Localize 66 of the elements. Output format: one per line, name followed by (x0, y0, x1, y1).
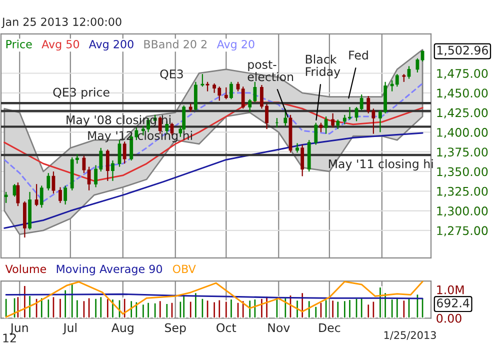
text: 12 (3, 334, 16, 342)
candlestick (200, 73, 204, 88)
y-tick-label: 1,425.00 (437, 108, 488, 118)
series-label: OBV (172, 264, 196, 274)
bar (4, 297, 8, 318)
candlestick (241, 86, 245, 110)
candlestick (58, 186, 62, 204)
candlestick (122, 141, 126, 164)
candlestick (284, 108, 288, 126)
bar (182, 294, 186, 318)
candlestick (319, 122, 323, 133)
annotation: post- election (248, 60, 294, 82)
y-tick-label: 1,325.00 (437, 186, 488, 197)
text: Avg 20 (216, 40, 254, 51)
candlestick (314, 122, 318, 146)
candlestick (230, 81, 233, 100)
annotation: Fed (349, 50, 368, 60)
x-tick-label: Jul (62, 323, 76, 334)
x-tick-label: Dec (319, 323, 340, 332)
candlestick (111, 160, 114, 182)
x-tick-label: Sep (165, 323, 186, 334)
candlestick (206, 81, 210, 92)
y-tick-label: 1,400.00 (437, 128, 488, 138)
x-tick-label: Jun (10, 323, 28, 334)
annotation: Price (6, 40, 32, 48)
candlestick (360, 94, 364, 111)
y-tick-label: 1,375.00 (437, 148, 488, 158)
y-tick-label: 1.0M (437, 285, 464, 294)
annotation: QE3 (160, 69, 183, 80)
line-series (5, 281, 424, 318)
text: Avg 200 (88, 40, 134, 51)
candlestick (296, 142, 299, 154)
candlestick (16, 182, 20, 207)
y-tick-label: 0.00 (436, 314, 462, 323)
text: Avg 50 (42, 40, 80, 51)
line-series (4, 132, 424, 229)
x-tick-label: Aug (111, 323, 134, 334)
candlestick (106, 148, 110, 182)
annotation: Black Friday (306, 54, 340, 78)
text: 1,502.96 (437, 46, 488, 56)
text: 1/25/2013 (384, 331, 436, 340)
annotation: BBand 20 2 (144, 40, 206, 48)
y-tick-label: 1,300.00 (437, 206, 488, 217)
candlestick (46, 172, 50, 191)
candlestick (224, 86, 228, 100)
candlestick (34, 184, 38, 207)
series-label: Volume (5, 264, 46, 274)
candlestick (64, 185, 68, 206)
series-label: Moving Average 90 (56, 264, 162, 276)
chart-subtitle: Jan 25 2013 12:00:00 (1, 18, 122, 28)
candlestick (336, 119, 340, 130)
candlestick (4, 191, 8, 204)
x-tick-label: Oct (216, 323, 236, 332)
candlestick (331, 112, 335, 128)
y-tick-label: 1,350.00 (437, 167, 488, 178)
candlestick (236, 81, 240, 92)
ref-line-label: QE3 price (53, 88, 110, 99)
y-tick-label: 1,275.00 (437, 226, 488, 236)
candlestick (300, 144, 304, 177)
candlestick (40, 185, 44, 208)
x-tick-label: Nov (268, 323, 290, 332)
candlestick (87, 166, 91, 191)
y-tick-label: 1,475.00 (437, 68, 488, 80)
bar (16, 296, 20, 318)
y-tick-label: 1,450.00 (437, 88, 488, 99)
text: 692.4 (436, 298, 470, 308)
